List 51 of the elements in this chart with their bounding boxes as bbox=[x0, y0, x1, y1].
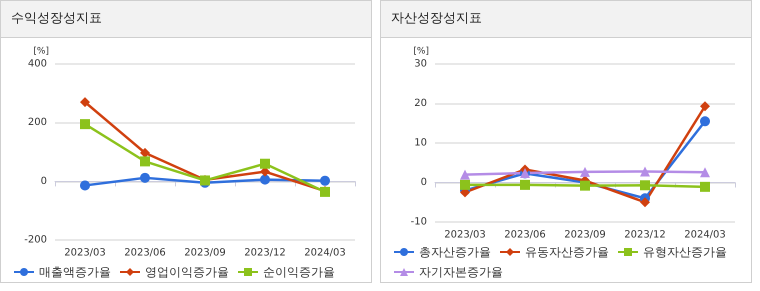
y-tick-label: 0 bbox=[40, 176, 47, 187]
chart-title: 수익성장성지표 bbox=[1, 1, 371, 38]
legend-label: 매출액증가율 bbox=[39, 265, 111, 279]
point bbox=[520, 180, 530, 190]
chart-title: 자산성장성지표 bbox=[381, 1, 751, 38]
point bbox=[640, 180, 650, 190]
point bbox=[700, 101, 710, 112]
x-tick-label: 2023/06 bbox=[124, 248, 166, 258]
point bbox=[260, 158, 270, 169]
y-tick-label: 10 bbox=[414, 138, 427, 148]
x-tick-label: 2024/03 bbox=[304, 248, 346, 258]
x-tick-label: 2023/09 bbox=[564, 230, 606, 240]
y-axis-title: [%] bbox=[413, 46, 429, 56]
legend-label: 순이익증가율 bbox=[263, 265, 335, 279]
point bbox=[700, 167, 710, 178]
legend-label: 총자산증가율 bbox=[419, 245, 491, 259]
legend-label: 자기자본증가율 bbox=[419, 265, 503, 279]
x-tick-label: 2024/03 bbox=[684, 230, 726, 240]
y-tick-label: 400 bbox=[28, 58, 47, 70]
point bbox=[640, 197, 650, 208]
point bbox=[140, 172, 150, 183]
legend-label: 영업이익증가율 bbox=[145, 265, 229, 279]
y-tick-label: 20 bbox=[414, 98, 427, 109]
y-tick-label: -200 bbox=[24, 234, 47, 246]
point bbox=[700, 116, 710, 126]
x-tick-label: 2023/09 bbox=[184, 248, 226, 258]
x-tick-label: 2023/12 bbox=[244, 248, 286, 258]
y-tick-label: -10 bbox=[410, 216, 427, 228]
point bbox=[260, 174, 270, 185]
point bbox=[80, 180, 90, 190]
point bbox=[580, 166, 590, 177]
point bbox=[320, 176, 330, 186]
point bbox=[580, 180, 590, 191]
x-tick-label: 2023/03 bbox=[444, 230, 486, 240]
point bbox=[80, 119, 90, 130]
x-tick-label: 2023/06 bbox=[504, 230, 546, 240]
point bbox=[460, 180, 470, 190]
point bbox=[460, 170, 470, 180]
y-axis-title: [%] bbox=[33, 46, 49, 56]
point bbox=[640, 166, 650, 176]
y-tick-label: 200 bbox=[28, 117, 47, 128]
y-tick-label: 30 bbox=[414, 58, 427, 70]
point bbox=[700, 182, 710, 192]
point bbox=[80, 97, 90, 108]
legend-label: 유동자산증가율 bbox=[525, 245, 609, 259]
x-tick-label: 2023/12 bbox=[624, 230, 666, 240]
point bbox=[140, 156, 150, 166]
y-tick-label: 0 bbox=[420, 177, 427, 188]
legend-label: 유형자산증가율 bbox=[643, 245, 727, 259]
x-tick-label: 2023/03 bbox=[64, 248, 106, 258]
point bbox=[140, 148, 150, 158]
